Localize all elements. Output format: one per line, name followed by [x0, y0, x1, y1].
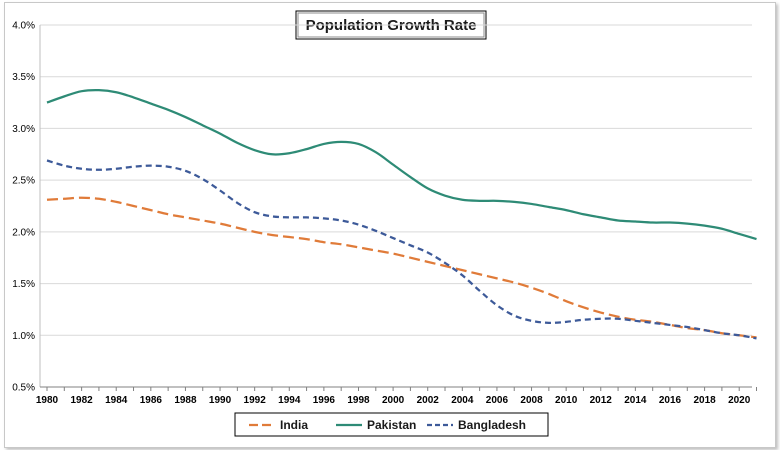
x-tick-label: 1994: [278, 395, 301, 406]
legend-label-india: India: [280, 418, 308, 432]
legend-label-bangladesh: Bangladesh: [458, 418, 526, 432]
y-tick-label: 4.0%: [12, 21, 35, 32]
x-tick-label: 2000: [382, 395, 405, 406]
x-tick-label: 2004: [451, 395, 474, 406]
x-tick-label: 2016: [659, 395, 682, 406]
y-tick-label: 1.0%: [12, 331, 35, 342]
legend-border: [234, 412, 549, 437]
series-line-pakistan: [46, 88, 757, 241]
x-tick-label: 1984: [105, 395, 128, 406]
x-tick-label: 2006: [486, 395, 509, 406]
x-tick-label: 2012: [590, 395, 613, 406]
legend-items: India Pakistan Bangladesh: [249, 418, 526, 432]
x-tick-label: 2014: [624, 395, 647, 406]
x-tick-label: 1998: [347, 395, 370, 406]
x-axis-ticks: 1980 1982 1984 1986 1988 1990 1992 1994 1996 1998…: [36, 387, 758, 406]
legend-label-pakistan: Pakistan: [367, 418, 416, 432]
x-tick-label: 2010: [555, 395, 578, 406]
series-line-bangladesh: [46, 159, 757, 340]
y-tick-label: 1.5%: [12, 279, 35, 290]
x-tick-label: 1990: [209, 395, 232, 406]
y-tick-label: 0.5%: [12, 383, 35, 394]
x-tick-label: 1988: [174, 395, 197, 406]
y-tick-label: 2.5%: [12, 176, 35, 187]
series-lines: [46, 88, 757, 340]
y-tick-label: 2.0%: [12, 227, 35, 238]
y-axis-ticks: 0.5% 1.0% 1.5% 2.0% 2.5% 3.0% 3.5% 4.0%: [12, 21, 35, 394]
axes: [39, 25, 752, 388]
series-line-india: [46, 196, 757, 339]
x-tick-label: 1982: [70, 395, 93, 406]
legend: India Pakistan Bangladesh: [234, 412, 549, 437]
x-tick-label: 2008: [520, 395, 543, 406]
x-tick-label: 2018: [693, 395, 716, 406]
x-tick-label: 1986: [140, 395, 163, 406]
x-tick-label: 1996: [313, 395, 336, 406]
gridlines: [40, 24, 752, 336]
x-tick-label: 1980: [36, 395, 59, 406]
x-tick-label: 1992: [244, 395, 267, 406]
x-tick-label: 2020: [728, 395, 751, 406]
y-tick-label: 3.0%: [12, 124, 35, 135]
x-tick-label: 2002: [417, 395, 440, 406]
y-tick-label: 3.5%: [12, 72, 35, 83]
